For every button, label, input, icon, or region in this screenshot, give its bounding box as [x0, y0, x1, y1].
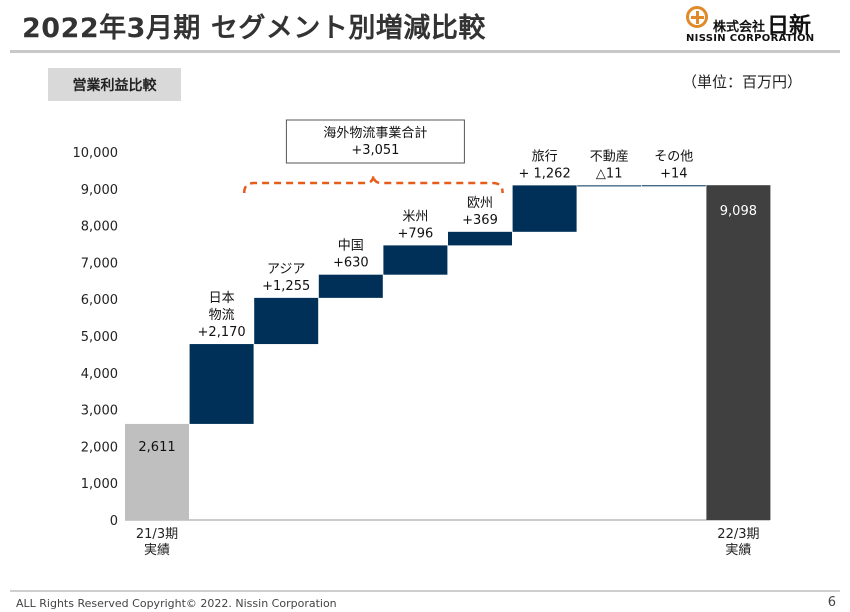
y-tick-label: 8,000 [81, 220, 118, 235]
waterfall-chart: 0 1,000 2,000 3,000 4,000 5,000 6,000 7,000 8,00… [73, 119, 771, 558]
waterfall-bar [125, 423, 189, 520]
y-tick-label: 0 [110, 514, 118, 529]
y-tick-label: 7,000 [81, 256, 118, 271]
logo-jp-small: 株式会社 [713, 20, 766, 35]
bar-delta-label: 旅行 [532, 149, 558, 164]
waterfall-bar [512, 185, 577, 232]
y-tick-label: 9,000 [81, 183, 118, 198]
y-tick-label: 1,000 [81, 477, 118, 492]
y-tick-label: 10,000 [73, 146, 119, 161]
bar-delta-label: + 1,262 [518, 166, 570, 181]
bar-value-label: 9,098 [720, 204, 757, 219]
waterfall-bar [706, 185, 771, 520]
bar-delta-label: 日本 [209, 291, 235, 306]
waterfall-bar [318, 274, 383, 298]
logo-jp-text: 株式会社日新 [713, 8, 811, 40]
logo-jp-big: 日新 [767, 14, 812, 39]
y-tick-label: 5,000 [81, 330, 118, 345]
footer-divider [10, 590, 840, 592]
bar-delta-label: 物流 [209, 308, 235, 323]
title-divider [10, 50, 840, 53]
y-tick-label: 3,000 [81, 404, 118, 419]
x-category-label: 実績 [144, 542, 170, 558]
bar-delta-label: その他 [654, 149, 693, 164]
bar-delta-label: +369 [462, 213, 498, 228]
y-tick-label: 4,000 [81, 367, 118, 382]
annotation-bracket [242, 174, 504, 194]
waterfall-bar [577, 185, 642, 187]
bar-delta-label: 不動産 [590, 148, 629, 164]
logo-en-text: NISSIN CORPORATION [686, 33, 815, 44]
bar-delta-label: △11 [596, 166, 623, 181]
unit-label: （単位：百万円） [681, 73, 802, 91]
waterfall-bar [641, 185, 706, 187]
page-number: 6 [827, 595, 836, 610]
bar-value-label: 2,611 [138, 440, 175, 455]
waterfall-bar [254, 297, 319, 345]
annotation-label: +3,051 [351, 143, 399, 158]
x-category-label: 22/3期 [717, 527, 759, 542]
section-tab: 営業利益比較 [48, 68, 181, 101]
company-logo: 株式会社日新 NISSIN CORPORATION [686, 4, 836, 44]
bar-delta-label: アジア [267, 262, 305, 277]
waterfall-bar [383, 245, 448, 275]
bar-delta-label: +1,255 [262, 279, 310, 294]
page-title: 2022年3月期 セグメント別増減比較 [22, 13, 486, 44]
x-category-label: 21/3期 [136, 527, 178, 542]
copyright-text: ALL Rights Reserved Copyright© 2022. Nis… [16, 597, 337, 610]
x-category-label: 実績 [725, 542, 751, 558]
annotation-label: 海外物流事業合計 [323, 125, 427, 141]
waterfall-bar [448, 231, 512, 246]
annotation-box [285, 119, 465, 164]
bar-delta-label: 欧州 [467, 196, 493, 211]
y-tick-label: 6,000 [81, 293, 118, 308]
bar-delta-label: +796 [398, 226, 434, 241]
bar-delta-label: +14 [660, 166, 687, 181]
waterfall-bar [189, 344, 254, 424]
bar-delta-label: 中国 [338, 239, 364, 254]
y-tick-label: 2,000 [81, 440, 118, 455]
bar-delta-label: +630 [333, 256, 369, 271]
bar-delta-label: +2,170 [198, 325, 246, 340]
nissin-mark-icon [686, 6, 708, 28]
bar-delta-label: 米州 [402, 209, 428, 224]
